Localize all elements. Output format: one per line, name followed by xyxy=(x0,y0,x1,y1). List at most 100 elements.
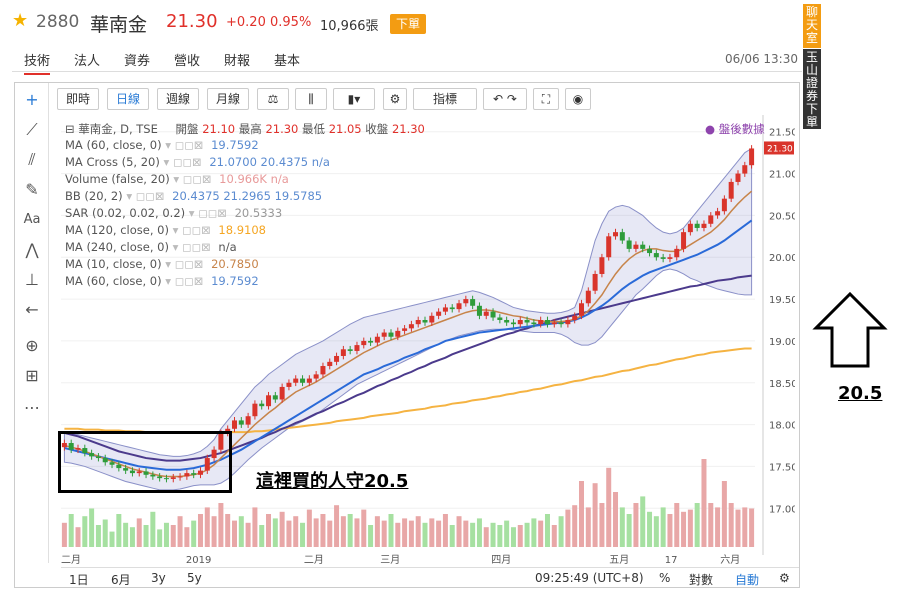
candle-body xyxy=(320,366,326,375)
range-6m-button[interactable]: 6月 xyxy=(111,573,131,587)
indicator-controls-icon[interactable]: ▾ ◻◻⊠ xyxy=(161,257,208,271)
indicator-row[interactable]: MA (10, close, 0) ▾ ◻◻⊠ 20.7850 xyxy=(65,257,259,271)
stock-name: 華南金 xyxy=(90,14,148,36)
candle-body xyxy=(245,416,251,425)
indicator-row[interactable]: SAR (0.02, 0.02, 0.2) ▾ ◻◻⊠ 20.5333 xyxy=(65,206,282,220)
volume-bar xyxy=(708,503,714,547)
interval-monthly-button[interactable]: 月線 xyxy=(207,88,249,110)
settings-icon[interactable]: ⚙ xyxy=(779,571,790,585)
tab-margin[interactable]: 資券 xyxy=(124,54,151,69)
arrow-left-icon[interactable]: ← xyxy=(25,300,39,319)
indicator-controls-icon[interactable]: ▾ ◻◻⊠ xyxy=(168,240,215,254)
text-tool-icon[interactable]: Aa xyxy=(23,212,41,227)
range-3y-button[interactable]: 3y xyxy=(151,571,166,585)
candle-body xyxy=(211,449,217,459)
stock-volume: 10,966張 xyxy=(320,19,379,34)
volume-bar xyxy=(742,507,748,547)
compare-icon[interactable]: ⚖ xyxy=(257,88,289,110)
indicator-row[interactable]: MA Cross (5, 20) ▾ ◻◻⊠ 21.0700 20.4375 n… xyxy=(65,155,330,169)
percent-toggle[interactable]: % xyxy=(659,571,671,585)
volume-bar xyxy=(395,522,401,547)
indicator-value: 18.9108 xyxy=(218,223,266,237)
candle-body xyxy=(191,473,197,475)
tab-technical[interactable]: 技術 xyxy=(24,50,51,75)
x-tick-label: 三月 xyxy=(380,554,400,565)
indicator-value: 21.0700 20.4375 n/a xyxy=(209,155,330,169)
fullscreen-icon[interactable]: ⛶ xyxy=(533,88,559,110)
more-icon[interactable]: ⋯ xyxy=(24,398,40,417)
candle-body xyxy=(715,211,721,216)
target-annotation: 20.5 xyxy=(838,383,883,404)
indicators-button[interactable]: 指標 xyxy=(413,88,477,110)
volume-bar xyxy=(749,508,755,547)
candle-body xyxy=(565,320,571,325)
indicator-row[interactable]: MA (120, close, 0) ▾ ◻◻⊠ 18.9108 xyxy=(65,223,266,237)
tab-institutional[interactable]: 法人 xyxy=(74,54,101,69)
order-button[interactable]: 下單 xyxy=(390,14,426,34)
volume-bar xyxy=(279,511,285,547)
volume-bar xyxy=(109,531,115,547)
chatroom-link[interactable]: 聊天室 xyxy=(803,4,821,48)
bar-style-icon[interactable]: ⫼ xyxy=(295,88,327,110)
candle-body xyxy=(721,198,727,212)
zoom-icon[interactable]: ⊕ xyxy=(25,336,39,355)
fib-icon[interactable]: ⫽ xyxy=(28,150,36,169)
pattern-icon[interactable]: ⋀ xyxy=(25,240,39,259)
candle-body xyxy=(579,303,584,316)
volume-bar xyxy=(157,529,163,547)
tab-financials[interactable]: 財報 xyxy=(224,54,251,69)
indicator-row[interactable]: MA (60, close, 0) ▾ ◻◻⊠ 19.7592 xyxy=(65,274,259,288)
settings-gear-icon[interactable]: ⚙ xyxy=(383,88,407,110)
indicator-controls-icon[interactable]: ▾ ◻◻⊠ xyxy=(161,138,208,152)
volume-bar xyxy=(415,516,421,547)
range-1d-button[interactable]: 1日 xyxy=(69,573,89,587)
candle-body xyxy=(701,223,707,228)
crosshair-icon[interactable]: + xyxy=(25,90,39,109)
indicator-controls-icon[interactable]: ▾ ◻◻⊠ xyxy=(185,206,231,220)
chart-panel: + ⟋ ⫽ ✎ Aa ⋀ ⊥ ← ⊕ ⊞ ⋯ 即時 日線 週線 月線 ⚖ ⫼ ▮… xyxy=(14,82,800,588)
auto-toggle[interactable]: 自動 xyxy=(735,573,760,587)
indicator-controls-icon[interactable]: ▾ ◻◻⊠ xyxy=(159,155,206,169)
candle-body xyxy=(68,443,74,450)
indicator-label: MA (60, close, 0) xyxy=(65,138,162,152)
interval-realtime-button[interactable]: 即時 xyxy=(57,88,99,110)
undo-redo-icon[interactable]: ↶ ↷ xyxy=(483,88,527,110)
candle-body xyxy=(531,322,537,325)
brush-icon[interactable]: ✎ xyxy=(25,180,39,199)
candle-body xyxy=(572,315,578,320)
indicator-label: MA (10, close, 0) xyxy=(65,257,162,271)
indicator-row[interactable]: BB (20, 2) ▾ ◻◻⊠ 20.4375 21.2965 19.5785 xyxy=(65,189,322,203)
indicator-row[interactable]: MA (240, close, 0) ▾ ◻◻⊠ n/a xyxy=(65,240,237,254)
range-5y-button[interactable]: 5y xyxy=(187,571,202,585)
indicator-row[interactable]: MA (60, close, 0) ▾ ◻◻⊠ 19.7592 xyxy=(65,138,259,152)
interval-daily-button[interactable]: 日線 xyxy=(107,88,149,110)
candlestick-chart[interactable]: 17.00 17.50 18.00 18.50 19.00 19.50 20.00 20.50… xyxy=(55,115,795,565)
candle-body xyxy=(490,311,496,318)
volume-bar xyxy=(381,520,387,547)
after-hours-link[interactable]: ● 盤後數據 xyxy=(705,122,765,136)
favorite-star-icon[interactable]: ★ xyxy=(12,10,29,31)
tab-revenue[interactable]: 營收 xyxy=(174,54,201,69)
interval-weekly-button[interactable]: 週線 xyxy=(157,88,199,110)
volume-bar xyxy=(721,481,727,547)
candle-style-icon[interactable]: ▮▾ xyxy=(333,88,375,110)
candle-body xyxy=(749,148,755,166)
broker-order-link[interactable]: 玉山證券下單 xyxy=(803,49,821,129)
indicator-controls-icon[interactable]: ▾ ◻◻⊠ xyxy=(161,274,208,288)
candle-body xyxy=(415,320,421,325)
log-toggle[interactable]: 對數 xyxy=(689,573,714,587)
ruler-icon[interactable]: ⊞ xyxy=(25,366,39,385)
summary-title: 華南金, D, TSE xyxy=(78,122,158,136)
indicator-row[interactable]: Volume (false, 20) ▾ ◻◻⊠ 10.966K n/a xyxy=(65,172,289,186)
volume-bar xyxy=(334,505,340,547)
indicator-controls-icon[interactable]: ▾ ◻◻⊠ xyxy=(168,223,215,237)
indicator-controls-icon[interactable]: ▾ ◻◻⊠ xyxy=(169,172,216,186)
collapse-icon[interactable]: ⊟ xyxy=(65,122,75,136)
tab-basics[interactable]: 基本 xyxy=(274,54,301,69)
indicator-controls-icon[interactable]: ▾ ◻◻⊠ xyxy=(122,189,169,203)
volume-bar xyxy=(123,522,129,547)
camera-icon[interactable]: ◉ xyxy=(565,88,591,110)
measure-icon[interactable]: ⊥ xyxy=(25,270,39,289)
trendline-icon[interactable]: ⟋ xyxy=(26,120,38,139)
candle-body xyxy=(687,223,693,233)
